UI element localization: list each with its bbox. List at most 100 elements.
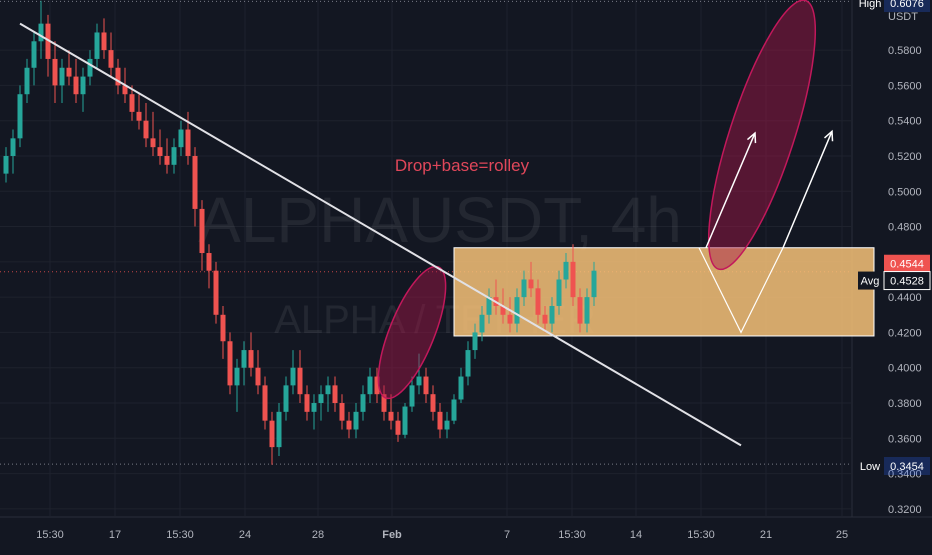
candle-body[interactable] (444, 420, 450, 430)
candle-body[interactable] (465, 350, 471, 377)
candle-body[interactable] (290, 367, 296, 386)
downtrend-line[interactable] (19, 22, 742, 447)
candle-body[interactable] (276, 411, 282, 448)
candle-body[interactable] (3, 155, 9, 174)
candle-body[interactable] (192, 155, 198, 209)
candle-body[interactable] (269, 420, 275, 448)
candle-body[interactable] (577, 297, 583, 324)
candle-body[interactable] (248, 350, 254, 368)
candle-body[interactable] (234, 367, 240, 386)
candle-body[interactable] (563, 261, 569, 280)
candle-body[interactable] (325, 385, 331, 395)
candle-body[interactable] (339, 403, 345, 421)
candle-body[interactable] (199, 208, 205, 254)
candle-body[interactable] (241, 350, 247, 368)
candle-body[interactable] (206, 253, 212, 271)
candle-body[interactable] (374, 376, 380, 395)
candle-body[interactable] (311, 403, 317, 412)
candle-body[interactable] (430, 394, 436, 412)
candle-body[interactable] (94, 32, 100, 59)
candle-body[interactable] (479, 314, 485, 333)
candle-body[interactable] (514, 297, 520, 324)
candle-body[interactable] (129, 94, 135, 112)
candle-body[interactable] (157, 147, 163, 156)
candle-body[interactable] (486, 297, 492, 315)
candle-body[interactable] (178, 129, 184, 148)
candle-body[interactable] (101, 32, 107, 51)
candle-body[interactable] (423, 376, 429, 395)
candle-body[interactable] (409, 385, 415, 407)
candle-body[interactable] (451, 399, 457, 421)
candle-body[interactable] (87, 58, 93, 77)
projection-arrow[interactable] (782, 130, 833, 249)
candle-body[interactable] (213, 270, 219, 315)
candle-body[interactable] (549, 305, 555, 324)
candle-body[interactable] (171, 147, 177, 165)
candle-body[interactable] (59, 67, 65, 86)
candle-body[interactable] (416, 376, 422, 386)
candle-body[interactable] (115, 67, 121, 86)
target-ellipse[interactable] (688, 0, 836, 279)
candle-body[interactable] (136, 111, 142, 121)
candle-body[interactable] (80, 76, 86, 95)
candle-body[interactable] (584, 297, 590, 324)
candle-body[interactable] (332, 385, 338, 404)
x-tick-label: 24 (239, 529, 251, 541)
candle-body[interactable] (535, 288, 541, 315)
candle-body[interactable] (458, 376, 464, 400)
candle-body[interactable] (556, 279, 562, 306)
candle-body[interactable] (108, 50, 114, 68)
candle-body[interactable] (367, 376, 373, 395)
candle-body[interactable] (507, 314, 513, 324)
x-tick-label: 17 (109, 529, 121, 541)
candle-body[interactable] (395, 420, 401, 435)
candle-body[interactable] (164, 155, 170, 165)
candle-body[interactable] (521, 279, 527, 298)
candle-body[interactable] (500, 305, 506, 315)
candle-body[interactable] (31, 41, 37, 68)
candle-body[interactable] (353, 411, 359, 430)
candle-body[interactable] (262, 385, 268, 421)
candle-body[interactable] (227, 341, 233, 386)
candle-body[interactable] (38, 23, 44, 42)
candle-body[interactable] (591, 270, 597, 298)
candle-body[interactable] (255, 367, 261, 386)
candle-body[interactable] (318, 394, 324, 404)
candle-body[interactable] (220, 314, 226, 342)
candle-body[interactable] (570, 261, 576, 298)
low-tag-label: Low (860, 461, 880, 473)
x-tick-label: 14 (630, 529, 642, 541)
candle-body[interactable] (542, 314, 548, 324)
candle-body[interactable] (381, 394, 387, 412)
candle-body[interactable] (402, 406, 408, 435)
projection-arrow[interactable] (705, 132, 756, 249)
avg-tag-value-box (883, 271, 931, 291)
candle-body[interactable] (52, 58, 58, 86)
candle-body[interactable] (437, 411, 443, 430)
candle-body[interactable] (150, 138, 156, 148)
candle-body[interactable] (10, 138, 16, 156)
candle-body[interactable] (122, 85, 128, 95)
candle-body[interactable] (472, 332, 478, 351)
y-tick-label: 0.3200 (888, 504, 922, 516)
breakout-ellipse[interactable] (365, 259, 459, 407)
candle-body[interactable] (66, 67, 72, 77)
candle-body[interactable] (304, 394, 310, 412)
candle-body[interactable] (185, 129, 191, 156)
projection-zigzag[interactable] (698, 247, 784, 334)
candle-body[interactable] (360, 394, 366, 412)
candle-body[interactable] (346, 420, 352, 430)
x-tick-label: 15:30 (36, 529, 64, 541)
candle-body[interactable] (297, 367, 303, 395)
x-tick-label: 15:30 (558, 529, 586, 541)
candle-body[interactable] (528, 279, 534, 289)
candle-body[interactable] (73, 76, 79, 95)
candle-body[interactable] (143, 120, 149, 139)
candle-body[interactable] (17, 94, 23, 139)
candle-body[interactable] (45, 23, 51, 59)
candle-body[interactable] (388, 411, 394, 421)
candle-body[interactable] (24, 67, 30, 95)
candle-body[interactable] (283, 385, 289, 412)
